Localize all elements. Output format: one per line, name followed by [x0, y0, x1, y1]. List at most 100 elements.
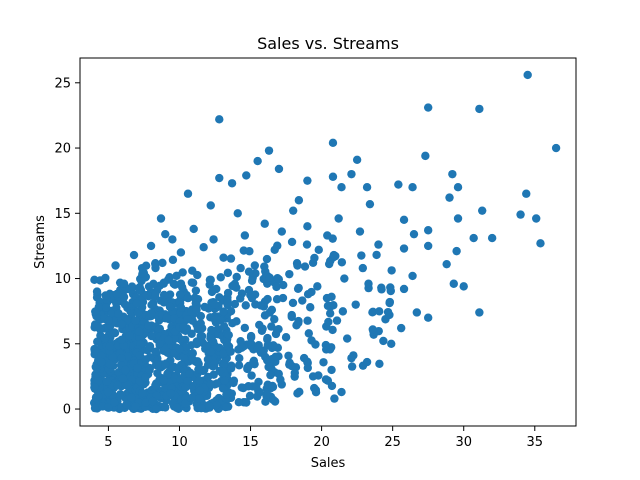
scatter-point — [272, 282, 281, 292]
scatter-point — [269, 395, 278, 405]
scatter-point — [244, 267, 254, 276]
scatter-point — [178, 268, 187, 277]
scatter-point — [314, 245, 323, 255]
scatter-point — [383, 307, 393, 317]
scatter-point — [188, 354, 197, 364]
scatter-point — [423, 313, 433, 322]
scatter-point — [101, 273, 110, 283]
scatter-point — [277, 227, 287, 236]
scatter-point — [175, 344, 184, 354]
scatter-point — [276, 375, 285, 384]
scatter-point — [311, 340, 320, 349]
scatter-point — [338, 307, 348, 316]
y-tick-label: 20 — [54, 142, 71, 157]
x-tick-label: 35 — [527, 435, 544, 450]
scatter-point — [118, 374, 128, 383]
scatter-point — [266, 355, 275, 364]
x-tick-label: 5 — [104, 435, 112, 450]
scatter-point — [151, 258, 160, 268]
scatter-point — [196, 331, 205, 341]
y-tick-label: 5 — [63, 337, 71, 352]
scatter-point — [216, 316, 225, 325]
scatter-point — [241, 301, 250, 310]
scatter-point — [222, 390, 231, 399]
scatter-point — [210, 300, 220, 309]
scatter-point — [93, 337, 102, 346]
scatter-point — [329, 250, 339, 260]
scatter-point — [168, 255, 178, 265]
scatter-point — [263, 294, 272, 304]
scatter-point — [459, 282, 468, 291]
scatter-point — [131, 402, 140, 411]
scatter-point — [144, 282, 154, 291]
scatter-point — [192, 305, 201, 315]
scatter-point — [377, 283, 386, 292]
scatter-point — [230, 299, 240, 309]
scatter-point — [522, 189, 531, 198]
scatter-point — [151, 404, 161, 414]
scatter-point — [104, 403, 113, 412]
scatter-point — [103, 387, 113, 397]
scatter-point — [185, 369, 194, 378]
scatter-point — [165, 302, 175, 312]
scatter-point — [206, 347, 216, 356]
x-axis-ticks: 5 10 15 20 25 30 35 — [104, 426, 543, 450]
scatter-point — [131, 316, 140, 325]
scatter-point — [146, 241, 156, 251]
scatter-point — [364, 279, 373, 288]
scatter-point — [423, 241, 433, 251]
scatter-point — [135, 286, 144, 295]
scatter-point — [207, 325, 216, 335]
scatter-point — [114, 309, 123, 318]
scatter-point — [294, 318, 303, 328]
scatter-point — [166, 389, 176, 398]
scatter-point — [328, 172, 338, 181]
scatter-point — [176, 248, 186, 257]
scatter-point — [375, 359, 384, 368]
scatter-point — [274, 275, 284, 284]
scatter-point — [233, 209, 242, 218]
scatter-point — [212, 400, 221, 410]
scatter-point — [242, 171, 251, 180]
scatter-point — [151, 380, 160, 390]
scatter-point — [97, 357, 106, 367]
scatter-point — [260, 219, 269, 228]
scatter-point — [105, 342, 115, 351]
scatter-point — [195, 386, 205, 395]
scatter-point — [409, 229, 419, 239]
scatter-point — [226, 364, 236, 373]
scatter-point — [138, 269, 147, 278]
y-tick-label: 10 — [54, 272, 71, 287]
scatter-point — [368, 325, 377, 334]
scatter-point — [240, 231, 250, 240]
scatter-point — [252, 382, 261, 392]
scatter-point — [358, 263, 368, 273]
scatter-point — [236, 336, 245, 346]
scatter-point — [125, 331, 134, 341]
scatter-point — [310, 253, 319, 263]
y-tick-label: 0 — [63, 403, 71, 418]
chart-title: Sales vs. Streams — [257, 34, 399, 53]
scatter-point — [113, 381, 123, 390]
scatter-point — [159, 290, 169, 300]
scatter-point — [100, 334, 110, 343]
scatter-point — [306, 303, 315, 312]
scatter-point — [264, 146, 274, 155]
scatter-point — [396, 323, 406, 333]
scatter-point — [236, 263, 245, 273]
scatter-point — [119, 292, 129, 302]
points-layer — [90, 70, 561, 414]
scatter-point — [423, 103, 433, 112]
scatter-point — [219, 253, 228, 262]
scatter-point — [399, 284, 409, 294]
scatter-point — [194, 365, 203, 374]
scatter-point — [399, 244, 409, 253]
scatter-point — [117, 320, 126, 329]
scatter-point — [102, 377, 112, 386]
scatter-point — [263, 341, 272, 350]
scatter-point — [219, 307, 228, 316]
scatter-point — [293, 389, 302, 398]
scatter-point — [399, 215, 409, 225]
x-tick-label: 25 — [384, 435, 401, 450]
